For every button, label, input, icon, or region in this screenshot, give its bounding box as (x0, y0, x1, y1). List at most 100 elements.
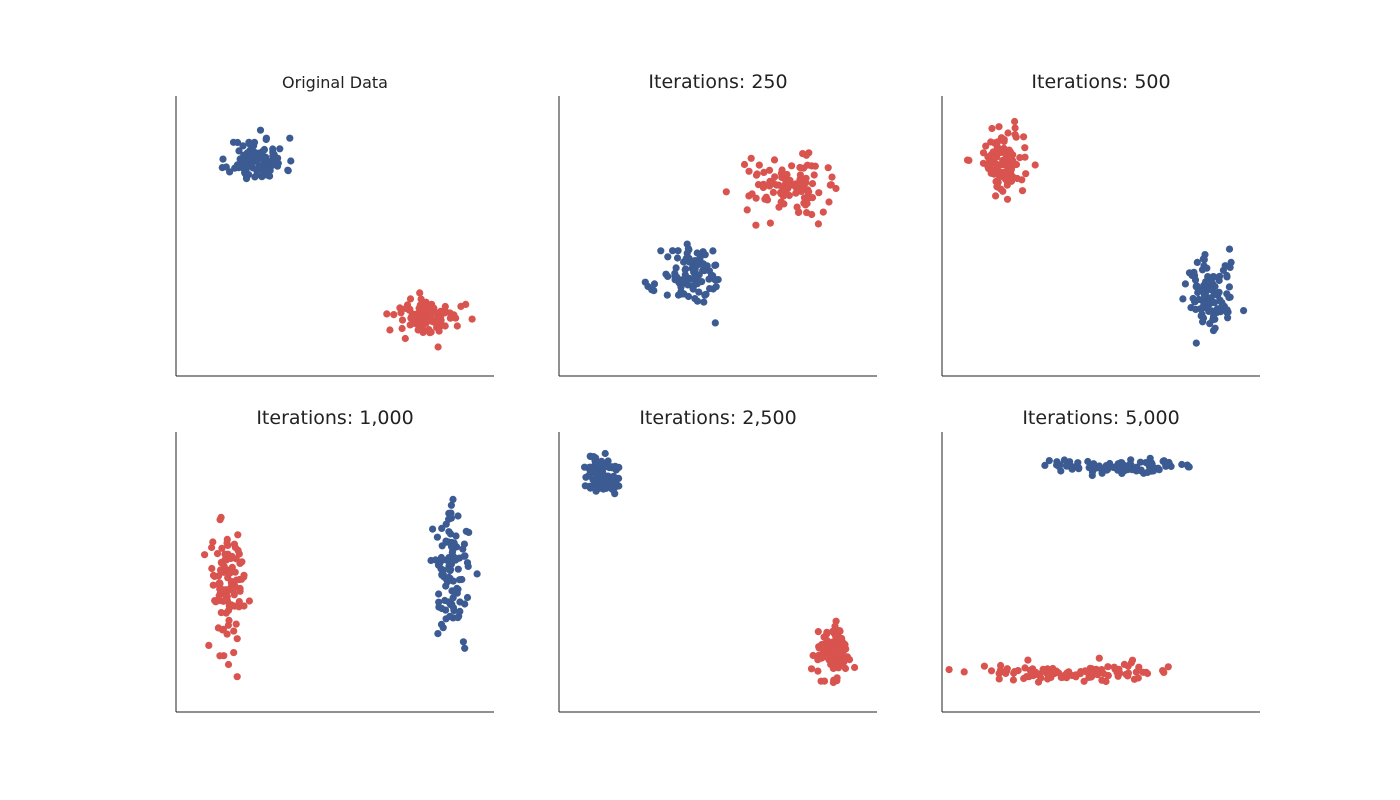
scatter-point (1131, 464, 1139, 472)
scatter-point (425, 326, 433, 334)
scatter-point (799, 150, 807, 158)
scatter-point (1181, 280, 1189, 288)
scatter-point (820, 653, 828, 661)
scatter-point (246, 151, 254, 159)
scatter-point (825, 198, 833, 206)
scatter-point (446, 612, 454, 621)
scatter-point (980, 662, 989, 670)
panel-title: Original Data (282, 73, 388, 92)
scatter-point (987, 166, 995, 174)
scatter-point (235, 147, 243, 155)
scatter-point (662, 270, 670, 278)
scatter-point (747, 154, 755, 162)
scatter-point (401, 334, 409, 343)
scatter-point (417, 312, 425, 320)
scatter-point (1018, 187, 1027, 195)
scatter-point (1216, 272, 1224, 280)
scatter-point (1160, 668, 1168, 677)
scatter-point (1192, 339, 1200, 347)
scatter-point (1110, 663, 1118, 671)
scatter-point (232, 555, 240, 563)
scatter-point (459, 545, 467, 553)
scatter-point (851, 663, 859, 672)
scatter-point (595, 459, 604, 467)
scatter-point (691, 266, 699, 274)
scatter-point (213, 550, 222, 558)
scatter-point (1011, 668, 1019, 676)
scatter-point (685, 246, 693, 254)
scatter-point (945, 666, 953, 674)
scatter-point (996, 666, 1005, 674)
scatter-point (999, 187, 1007, 195)
scatter-point (461, 644, 469, 652)
scatter-point (992, 192, 1000, 200)
panel-title: Iterations: 500 (1031, 71, 1170, 93)
scatter-point (1218, 303, 1226, 311)
scatter-point (777, 169, 786, 177)
scatter-point (442, 537, 450, 545)
panel-iterations-500: Iterations: 500 (941, 71, 1260, 377)
scatter-point (836, 627, 844, 635)
scatter-point (242, 172, 251, 180)
scatter-point (218, 544, 226, 552)
scatter-point (229, 138, 238, 146)
scatter-point (239, 142, 247, 150)
scatter-point (800, 194, 809, 202)
scatter-point (1001, 169, 1009, 177)
scatter-point (693, 280, 702, 288)
scatter-point (765, 166, 774, 174)
scatter-point (814, 628, 822, 636)
scatter-point (766, 219, 775, 227)
scatter-point (826, 181, 834, 189)
scatter-point (1098, 676, 1106, 684)
scatter-point (1045, 457, 1053, 465)
scatter-point (224, 606, 233, 615)
scatter-point (770, 180, 778, 188)
scatter-point (815, 189, 823, 197)
scatter-point (235, 603, 243, 611)
panel-iterations-250: Iterations: 250 (558, 71, 877, 377)
scatter-point (240, 573, 248, 581)
scatter-point (608, 485, 616, 493)
scatter-point (987, 667, 996, 675)
scatter-point (1101, 463, 1109, 472)
scatter-point (824, 644, 832, 652)
scatter-point (255, 153, 263, 161)
scatter-point (221, 550, 229, 558)
scatter-point (802, 174, 810, 182)
scatter-point (1191, 298, 1199, 306)
scatter-point (390, 311, 398, 319)
scatter-point (441, 322, 449, 330)
scatter-point (779, 185, 787, 193)
scatter-point (1190, 268, 1198, 276)
scatter-point (208, 543, 216, 552)
scatter-point (753, 170, 761, 178)
scatter-point (828, 173, 836, 181)
scatter-point (216, 580, 224, 588)
scatter-point (824, 164, 832, 172)
scatter-point (1214, 291, 1222, 300)
scatter-point (984, 160, 992, 169)
scatter-point (831, 622, 839, 630)
scatter-point (454, 565, 462, 573)
scatter-points (201, 495, 481, 681)
scatter-point (462, 300, 470, 308)
scatter-point (438, 524, 446, 533)
scatter-point (682, 265, 690, 273)
scatter-point (434, 630, 442, 638)
scatter-point (808, 180, 817, 188)
scatter-point (456, 576, 464, 584)
scatter-point (771, 173, 779, 181)
scatter-point (231, 568, 239, 576)
scatter-point (987, 138, 995, 146)
scatter-point (451, 589, 459, 597)
scatter-point (224, 660, 233, 669)
scatter-point (459, 638, 467, 646)
scatter-point (712, 283, 720, 291)
scatter-point (590, 468, 598, 476)
scatter-point (449, 495, 457, 503)
scatter-point (695, 288, 703, 296)
panel-title: Iterations: 250 (648, 71, 787, 93)
scatter-point (417, 295, 425, 303)
scatter-point (785, 180, 793, 189)
